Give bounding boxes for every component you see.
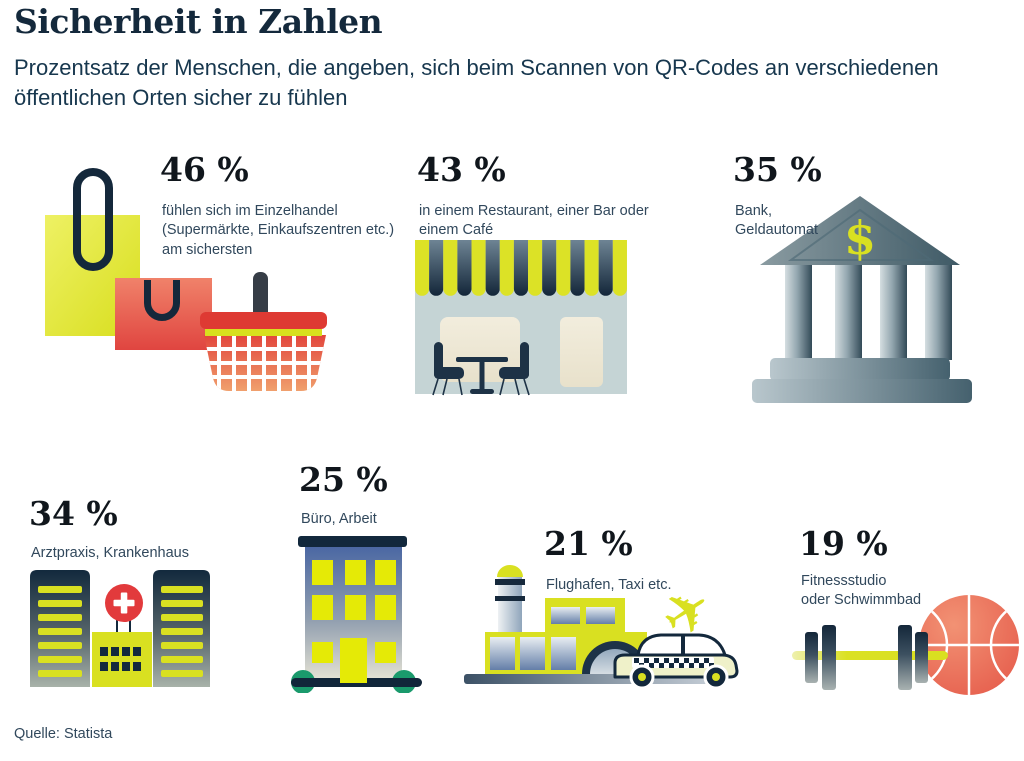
dumbbell-and-basketball-icon <box>792 595 1019 695</box>
stat-value-buero: 25 % <box>299 460 388 499</box>
label-line: in einem Restaurant, einer Bar oder <box>419 203 649 219</box>
stat-label-fitnessstudio: Fitnessstudio oder Schwimmbad <box>801 572 951 611</box>
barbell-plates <box>805 625 928 690</box>
stat-value-arztpraxis: 34 % <box>29 494 118 533</box>
stat-label-restaurant: in einem Restaurant, einer Bar oder eine… <box>419 202 659 241</box>
label-line: Büro, Arbeit <box>301 511 377 527</box>
label-line: Flughafen, Taxi etc. <box>546 577 672 593</box>
stat-value-fitnessstudio: 19 % <box>799 524 888 563</box>
stat-label-einzelhandel: fühlen sich im Einzelhandel (Supermärkte… <box>162 202 402 260</box>
stat-label-flughafen: Flughafen, Taxi etc. <box>546 576 726 595</box>
hospital-building-icon <box>30 570 210 687</box>
bank-building-icon: $ <box>752 196 972 403</box>
label-line: fühlen sich im Einzelhandel <box>162 203 338 219</box>
stat-label-bank: Bank, Geldautomat <box>735 202 865 241</box>
label-line: Arztpraxis, Krankenhaus <box>31 545 189 561</box>
page-subtitle: Prozentsatz der Menschen, die angeben, s… <box>14 55 939 110</box>
stat-label-buero: Büro, Arbeit <box>301 510 471 529</box>
stat-value-einzelhandel: 46 % <box>160 150 249 189</box>
label-line: Bank, <box>735 203 773 219</box>
cafe-storefront-icon <box>415 240 627 396</box>
stat-value-bank: 35 % <box>733 150 822 189</box>
page-title: Sicherheit in Zahlen <box>14 2 383 41</box>
label-line: Fitnessstudio <box>801 573 887 589</box>
stat-label-arztpraxis: Arztpraxis, Krankenhaus <box>31 544 241 563</box>
dollar-sign: $ <box>844 211 876 265</box>
taxi-icon <box>613 633 739 690</box>
airport-and-taxi-icon: ✈ <box>464 565 739 690</box>
stat-value-restaurant: 43 % <box>417 150 506 189</box>
stat-value-flughafen: 21 % <box>544 524 633 563</box>
shopping-bags-and-basket-icon <box>45 168 327 391</box>
label-line: Geldautomat <box>735 222 819 239</box>
source-attribution: Quelle: Statista <box>14 726 113 742</box>
office-building-icon <box>291 536 422 693</box>
label-line: (Supermärkte, Einkaufszentren etc.) <box>162 222 395 239</box>
label-line: oder Schwimmbad <box>801 592 922 609</box>
label-line: einem Café <box>419 222 494 239</box>
label-line: am sichersten <box>162 241 253 258</box>
